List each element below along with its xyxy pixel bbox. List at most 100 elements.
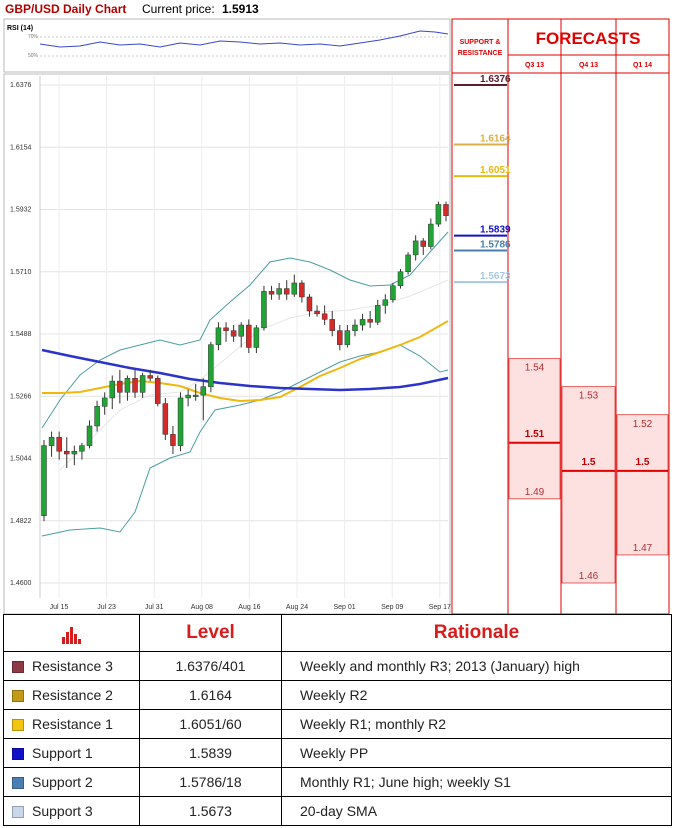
forecast-low-label: 1.46 bbox=[579, 571, 599, 582]
level-value: 1.5786/18 bbox=[139, 767, 282, 797]
forecasts-title: FORECASTS bbox=[536, 29, 641, 48]
forecast-high-label: 1.54 bbox=[525, 363, 545, 374]
table-icon-cell bbox=[3, 614, 140, 652]
forecast-mid-label: 1.51 bbox=[525, 429, 545, 440]
y-tick-label: 1.4600 bbox=[10, 580, 32, 587]
x-tick-label: Aug 08 bbox=[191, 604, 213, 611]
candle-up bbox=[208, 344, 214, 387]
candle-down bbox=[155, 378, 161, 404]
bar-chart-icon bbox=[61, 622, 82, 644]
candle-up bbox=[405, 254, 411, 272]
candle-down bbox=[147, 375, 153, 379]
forecast-range-box bbox=[561, 386, 616, 584]
level-name-cell: Support 1 bbox=[3, 738, 140, 768]
candle-up bbox=[215, 327, 222, 345]
candle-up bbox=[71, 450, 78, 455]
forecast-quarter-label: Q3 13 bbox=[525, 62, 544, 69]
y-tick-label: 1.4822 bbox=[10, 518, 32, 525]
candle-down bbox=[268, 291, 275, 295]
candle-up bbox=[397, 271, 404, 287]
level-name-cell: Resistance 1 bbox=[3, 709, 140, 739]
candle-up bbox=[200, 386, 207, 396]
candle-down bbox=[420, 240, 426, 247]
sr-level-label: 1.6164 bbox=[480, 133, 511, 144]
candle-down bbox=[56, 436, 62, 452]
sr-level-label: 1.6051 bbox=[480, 165, 511, 176]
candle-down bbox=[246, 324, 252, 348]
candle-up bbox=[382, 299, 389, 306]
forecast-range-box bbox=[616, 414, 669, 556]
x-tick-label: Sep 17 bbox=[429, 604, 451, 611]
candle-down bbox=[306, 296, 313, 312]
x-tick-label: Sep 09 bbox=[381, 604, 403, 611]
candle-down bbox=[162, 403, 169, 435]
candle-up bbox=[86, 425, 93, 446]
y-tick-label: 1.6376 bbox=[10, 82, 32, 89]
chart-area: GBP/USD Daily Chart Current price: 1.591… bbox=[3, 2, 670, 614]
level-name: Support 2 bbox=[32, 774, 93, 790]
level-value: 1.5673 bbox=[139, 796, 282, 826]
y-tick-label: 1.5488 bbox=[10, 331, 32, 338]
forecast-low-label: 1.47 bbox=[633, 543, 653, 554]
levels-row: Support 3 1.5673 20-day SMA bbox=[3, 796, 672, 826]
forecast-high-label: 1.53 bbox=[579, 391, 599, 402]
y-tick-label: 1.5266 bbox=[10, 393, 32, 400]
level-rationale: Weekly R2 bbox=[281, 680, 672, 710]
levels-row: Support 1 1.5839 Weekly PP bbox=[3, 738, 672, 768]
support-resistance-title: SUPPORT & bbox=[460, 39, 501, 46]
candle-up bbox=[390, 285, 396, 301]
candle-up bbox=[435, 204, 442, 225]
moving-average-blue-line bbox=[41, 348, 449, 392]
y-tick-label: 1.5932 bbox=[10, 207, 32, 214]
rsi-tick-70: 70% bbox=[28, 34, 39, 40]
rsi-tick-50: 50% bbox=[28, 53, 39, 59]
candle-up bbox=[412, 240, 419, 256]
levels-row: Resistance 1 1.6051/60 Weekly R1; monthly … bbox=[3, 709, 672, 739]
level-name-cell: Support 3 bbox=[3, 796, 140, 826]
candle-up bbox=[344, 330, 351, 345]
current-price-value: 1.5913 bbox=[222, 2, 259, 16]
levels-row: Resistance 3 1.6376/401 Weekly and monthly… bbox=[3, 651, 672, 681]
candle-up bbox=[359, 319, 366, 326]
candle-up bbox=[48, 436, 55, 446]
candle-down bbox=[64, 450, 70, 455]
candle-up bbox=[276, 288, 282, 295]
candle-up bbox=[352, 324, 358, 331]
forecast-quarter-label: Q1 14 bbox=[633, 62, 652, 69]
candle-up bbox=[177, 397, 184, 446]
x-tick-label: Sep 01 bbox=[334, 604, 356, 611]
y-tick-label: 1.5710 bbox=[10, 269, 32, 276]
x-tick-label: Jul 23 bbox=[97, 604, 116, 611]
candle-up bbox=[101, 397, 108, 407]
level-rationale: Monthly R1; June high; weekly S1 bbox=[281, 767, 672, 797]
candle-down bbox=[283, 288, 290, 295]
level-color-swatch bbox=[12, 719, 24, 732]
level-value: 1.6051/60 bbox=[139, 709, 282, 739]
levels-row: Resistance 2 1.6164 Weekly R2 bbox=[3, 680, 672, 710]
candle-down bbox=[337, 330, 343, 345]
rationale-header: Rationale bbox=[281, 614, 672, 652]
candle-down bbox=[132, 378, 138, 393]
support-resistance-title: RESISTANCE bbox=[458, 50, 503, 57]
forecast-mid-label: 1.5 bbox=[582, 457, 596, 468]
levels-row: Support 2 1.5786/18 Monthly R1; June high;… bbox=[3, 767, 672, 797]
x-tick-label: Jul 31 bbox=[145, 604, 164, 611]
level-rationale: Weekly PP bbox=[281, 738, 672, 768]
x-tick-label: Aug 16 bbox=[238, 604, 260, 611]
level-value: 1.6376/401 bbox=[139, 651, 282, 681]
level-value: 1.6164 bbox=[139, 680, 282, 710]
levels-header-row: Level Rationale bbox=[3, 614, 672, 652]
forecast-quarter-label: Q4 13 bbox=[579, 62, 598, 69]
candle-down bbox=[314, 310, 320, 315]
candle-down bbox=[230, 330, 237, 337]
price-plot-frame bbox=[3, 73, 451, 614]
bollinger-upper-line bbox=[41, 231, 449, 429]
chart-title: GBP/USD Daily Chart bbox=[5, 2, 126, 16]
sr-level-label: 1.5673 bbox=[480, 271, 511, 282]
forecast-range-box bbox=[508, 358, 561, 500]
candle-up bbox=[238, 324, 244, 337]
level-header: Level bbox=[139, 614, 282, 652]
y-tick-label: 1.6154 bbox=[10, 144, 32, 151]
levels-table: Level Rationale Resistance 3 1.6376/401 We… bbox=[3, 614, 672, 826]
level-color-swatch bbox=[12, 777, 24, 790]
